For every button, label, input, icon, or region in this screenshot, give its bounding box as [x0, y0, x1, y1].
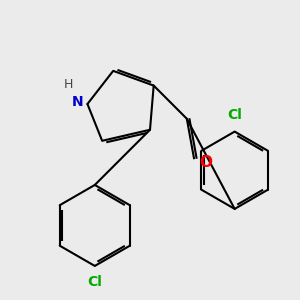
Text: H: H — [64, 78, 73, 92]
Text: O: O — [200, 155, 213, 170]
Text: Cl: Cl — [87, 275, 102, 289]
Text: N: N — [71, 95, 83, 109]
Text: Cl: Cl — [227, 108, 242, 122]
